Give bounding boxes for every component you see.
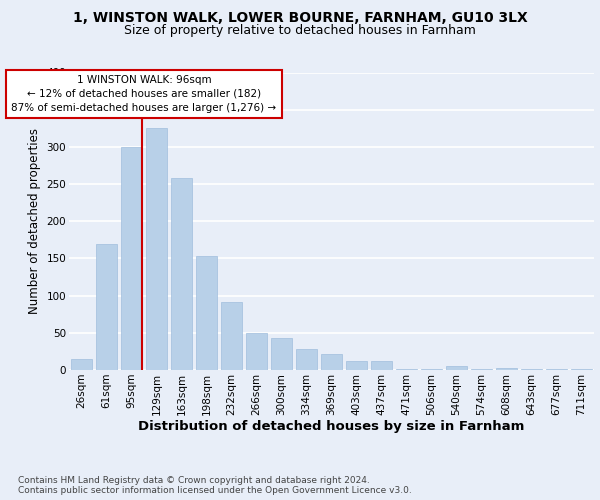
Bar	[146, 128, 167, 370]
Bar	[371, 361, 392, 370]
Bar	[321, 354, 342, 370]
Bar	[521, 368, 542, 370]
Bar	[96, 244, 117, 370]
Bar	[71, 359, 92, 370]
Bar	[496, 368, 517, 370]
Text: 1 WINSTON WALK: 96sqm
← 12% of detached houses are smaller (182)
87% of semi-det: 1 WINSTON WALK: 96sqm ← 12% of detached …	[11, 74, 277, 112]
Bar	[421, 368, 442, 370]
Bar	[296, 349, 317, 370]
Bar	[171, 178, 192, 370]
Bar	[446, 366, 467, 370]
Bar	[571, 368, 592, 370]
Bar	[271, 338, 292, 370]
Text: Size of property relative to detached houses in Farnham: Size of property relative to detached ho…	[124, 24, 476, 37]
Bar	[396, 368, 417, 370]
Bar	[221, 302, 242, 370]
Bar	[546, 368, 567, 370]
X-axis label: Distribution of detached houses by size in Farnham: Distribution of detached houses by size …	[139, 420, 524, 434]
Bar	[346, 361, 367, 370]
Bar	[121, 147, 142, 370]
Bar	[196, 256, 217, 370]
Text: Contains HM Land Registry data © Crown copyright and database right 2024.
Contai: Contains HM Land Registry data © Crown c…	[18, 476, 412, 495]
Bar	[246, 333, 267, 370]
Bar	[471, 368, 492, 370]
Y-axis label: Number of detached properties: Number of detached properties	[28, 128, 41, 314]
Text: 1, WINSTON WALK, LOWER BOURNE, FARNHAM, GU10 3LX: 1, WINSTON WALK, LOWER BOURNE, FARNHAM, …	[73, 11, 527, 25]
